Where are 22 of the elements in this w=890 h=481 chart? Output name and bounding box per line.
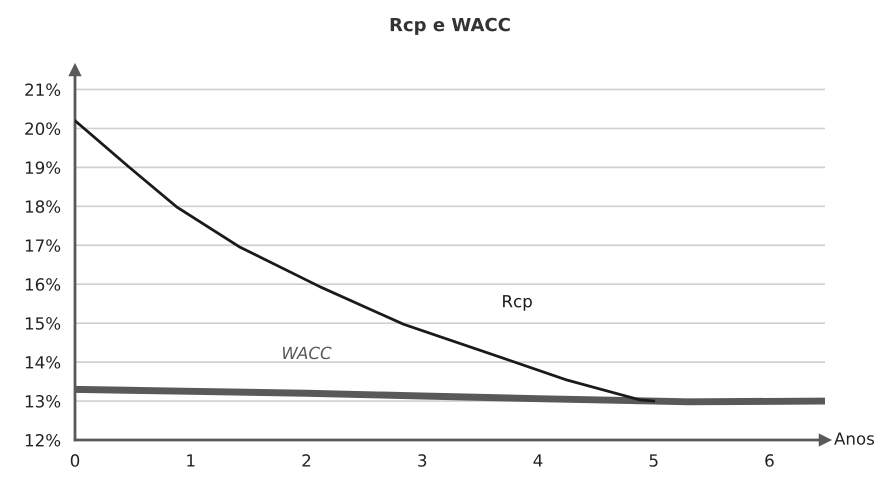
y-tick-label: 13% bbox=[26, 395, 60, 408]
y-tick-label: 16% bbox=[26, 278, 60, 291]
text: Rcp bbox=[503, 295, 532, 311]
chart-title: Rcp e WACC bbox=[390, 18, 510, 35]
y-tick-label: 15% bbox=[26, 317, 60, 330]
x-tick-label: 0 bbox=[70, 454, 80, 467]
x-axis-title: Anos bbox=[834, 432, 874, 445]
y-tick-label: 21% bbox=[25, 83, 60, 96]
y-tick-label: 18% bbox=[26, 200, 60, 213]
x-tick-label: 2 bbox=[302, 454, 310, 467]
y-tick-label: 20% bbox=[25, 122, 60, 135]
x-tick-label: 6 bbox=[765, 454, 774, 467]
y-tick-label: 17% bbox=[26, 239, 60, 252]
x-tick-label: 3 bbox=[418, 454, 426, 467]
line-series bbox=[75, 119, 656, 402]
y-tick-label: 14% bbox=[26, 356, 60, 369]
x-tick-label: 5 bbox=[650, 454, 658, 467]
y-tick-label: 12% bbox=[26, 434, 60, 447]
text: WACC bbox=[282, 346, 332, 360]
y-tick-label: 19% bbox=[26, 161, 60, 174]
x-tick-label: 4 bbox=[533, 454, 542, 467]
x-tick-label: 1 bbox=[187, 454, 195, 467]
